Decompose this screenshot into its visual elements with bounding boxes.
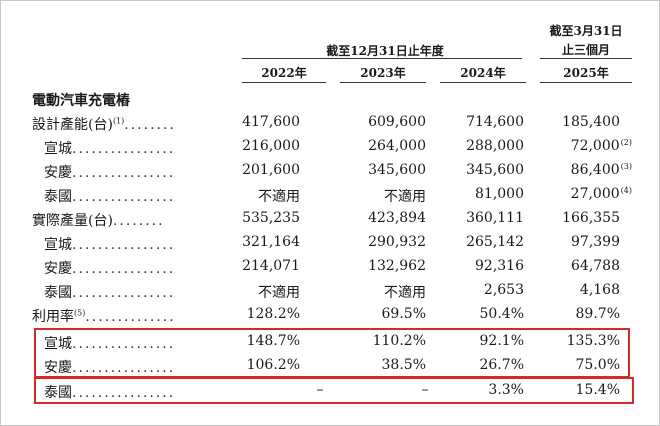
value-2025q1: 72,000(2) bbox=[570, 138, 632, 154]
q1-header-rule bbox=[540, 58, 632, 59]
value-2023: 345,600 bbox=[368, 162, 426, 178]
value-2025q1: 15.4% bbox=[575, 382, 620, 398]
row-label: 設計產能(台)(1)........ bbox=[32, 116, 176, 133]
value-2022: – bbox=[316, 382, 324, 398]
row-label: 宣城................ bbox=[44, 237, 176, 253]
table-row: 實際產量(台)........ 535,235 423,894 360,111 … bbox=[0, 210, 660, 234]
period-group-header: 截至12月31日止年度 bbox=[326, 44, 444, 58]
value-2022: 128.2% bbox=[246, 306, 300, 322]
value-2023: 不適用 bbox=[384, 285, 426, 301]
row-label: 實際產量(台)........ bbox=[32, 213, 165, 229]
value-2024: 714,600 bbox=[466, 114, 524, 130]
year-header-2024: 2024年 bbox=[460, 66, 506, 80]
value-2023: 290,932 bbox=[368, 234, 426, 250]
table-row: 泰國................ – – 3.3% 15.4% bbox=[0, 382, 660, 406]
value-2025q1: 4,168 bbox=[579, 282, 620, 298]
q1-header-line2: 止三個月 bbox=[561, 43, 610, 57]
row-label: 安慶................ bbox=[44, 360, 176, 376]
value-2022: 不適用 bbox=[258, 285, 300, 301]
value-2022: 321,164 bbox=[242, 234, 300, 250]
value-2025q1: 97,399 bbox=[571, 234, 620, 250]
value-2024: 81,000 bbox=[475, 186, 524, 202]
period-group-rule bbox=[242, 58, 522, 59]
value-2022: 417,600 bbox=[242, 114, 300, 130]
value-2022: 201,600 bbox=[242, 162, 300, 178]
table-row: 宣城................ 321,164 290,932 265,1… bbox=[0, 234, 660, 258]
year-rule-2024 bbox=[440, 82, 526, 83]
section-title: 電動汽車充電樁 bbox=[32, 93, 130, 109]
row-label: 泰國................ bbox=[44, 385, 176, 401]
value-2025q1: 27,000(4) bbox=[570, 186, 632, 202]
value-2025q1: 89.7% bbox=[575, 306, 620, 322]
value-2023: – bbox=[421, 382, 429, 398]
q1-header-line1: 截至3月31日 bbox=[549, 24, 623, 38]
table-row: 安慶................ 214,071 132,962 92,31… bbox=[0, 258, 660, 282]
row-label: 安慶................ bbox=[44, 165, 176, 181]
table-row: 宣城................ 148.7% 110.2% 92.1% 1… bbox=[0, 333, 660, 357]
year-header-2023: 2023年 bbox=[360, 66, 406, 80]
value-2025q1: 166,355 bbox=[562, 210, 620, 226]
value-2022: 214,071 bbox=[242, 258, 300, 274]
table-row: 泰國................ 不適用 不適用 81,000 27,000… bbox=[0, 186, 660, 210]
table-row: 宣城................ 216,000 264,000 288,0… bbox=[0, 138, 660, 162]
table-row: 泰國................ 不適用 不適用 2,653 4,168 bbox=[0, 282, 660, 306]
value-2024: 3.3% bbox=[488, 382, 524, 398]
value-2023: 609,600 bbox=[368, 114, 426, 130]
table-row: 安慶................ 201,600 345,600 345,6… bbox=[0, 162, 660, 186]
row-label: 利用率(5).............. bbox=[32, 308, 176, 325]
value-2024: 2,653 bbox=[483, 282, 524, 298]
row-label: 宣城................ bbox=[44, 336, 176, 352]
value-2024: 360,111 bbox=[466, 210, 524, 226]
value-2024: 92,316 bbox=[475, 258, 524, 274]
value-2023: 不適用 bbox=[384, 189, 426, 205]
value-2022: 216,000 bbox=[242, 138, 300, 154]
value-2023: 69.5% bbox=[381, 306, 426, 322]
row-label: 泰國................ bbox=[44, 285, 176, 301]
value-2022: 106.2% bbox=[246, 357, 300, 373]
year-rule-2023 bbox=[340, 82, 426, 83]
year-header-2025: 2025年 bbox=[563, 66, 609, 80]
row-label: 安慶................ bbox=[44, 261, 176, 277]
value-2025q1: 135.3% bbox=[566, 333, 620, 349]
row-label: 宣城................ bbox=[44, 141, 176, 157]
value-2023: 38.5% bbox=[381, 357, 426, 373]
value-2024: 92.1% bbox=[479, 333, 524, 349]
row-label: 泰國................ bbox=[44, 189, 176, 205]
value-2025q1: 64,788 bbox=[571, 258, 620, 274]
value-2024: 288,000 bbox=[466, 138, 524, 154]
value-2025q1: 86,400(3) bbox=[570, 162, 632, 178]
value-2025q1: 75.0% bbox=[575, 357, 620, 373]
year-header-2022: 2022年 bbox=[261, 66, 307, 80]
highlight-box-xuancheng-anqing bbox=[34, 328, 630, 378]
table-row: 設計產能(台)(1)........ 417,600 609,600 714,6… bbox=[0, 114, 660, 138]
highlight-box-thailand bbox=[34, 377, 634, 404]
value-2022: 535,235 bbox=[242, 210, 300, 226]
table-row: 安慶................ 106.2% 38.5% 26.7% 75… bbox=[0, 357, 660, 381]
value-2024: 265,142 bbox=[466, 234, 524, 250]
value-2022: 148.7% bbox=[246, 333, 300, 349]
value-2023: 110.2% bbox=[372, 333, 426, 349]
value-2025q1: 185,400 bbox=[562, 114, 620, 130]
value-2024: 345,600 bbox=[466, 162, 524, 178]
table-row: 利用率(5).............. 128.2% 69.5% 50.4% … bbox=[0, 306, 660, 330]
value-2022: 不適用 bbox=[258, 189, 300, 205]
year-rule-2025 bbox=[540, 82, 632, 83]
value-2024: 26.7% bbox=[479, 357, 524, 373]
year-rule-2022 bbox=[242, 82, 326, 83]
value-2023: 132,962 bbox=[368, 258, 426, 274]
value-2024: 50.4% bbox=[479, 306, 524, 322]
value-2023: 264,000 bbox=[368, 138, 426, 154]
value-2023: 423,894 bbox=[368, 210, 426, 226]
